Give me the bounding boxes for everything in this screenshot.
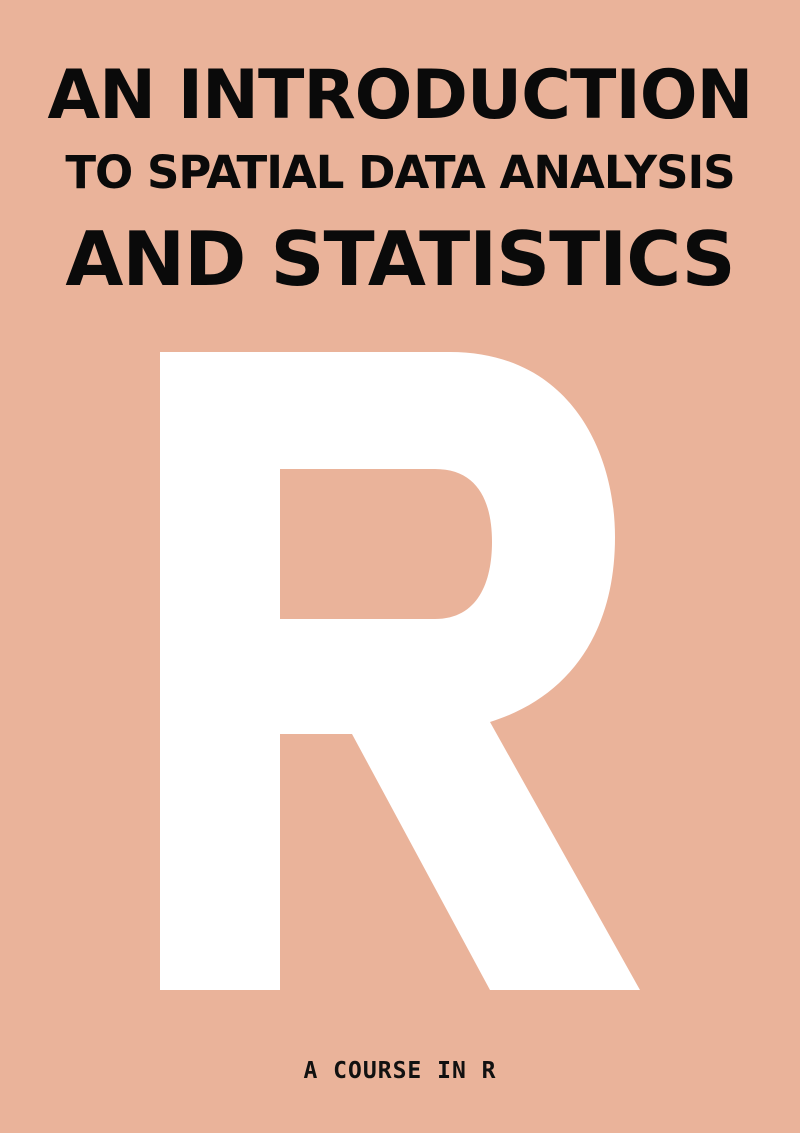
subtitle: A COURSE IN R [303,1058,497,1084]
title-line-2: TO SPATIAL DATA ANALYSIS [65,146,735,199]
big-r-letter: R [160,352,650,992]
title-line-3: AND STATISTICS [65,215,735,303]
big-r-letter-shape [160,352,640,990]
title-line-1: AN INTRODUCTION [47,56,754,135]
